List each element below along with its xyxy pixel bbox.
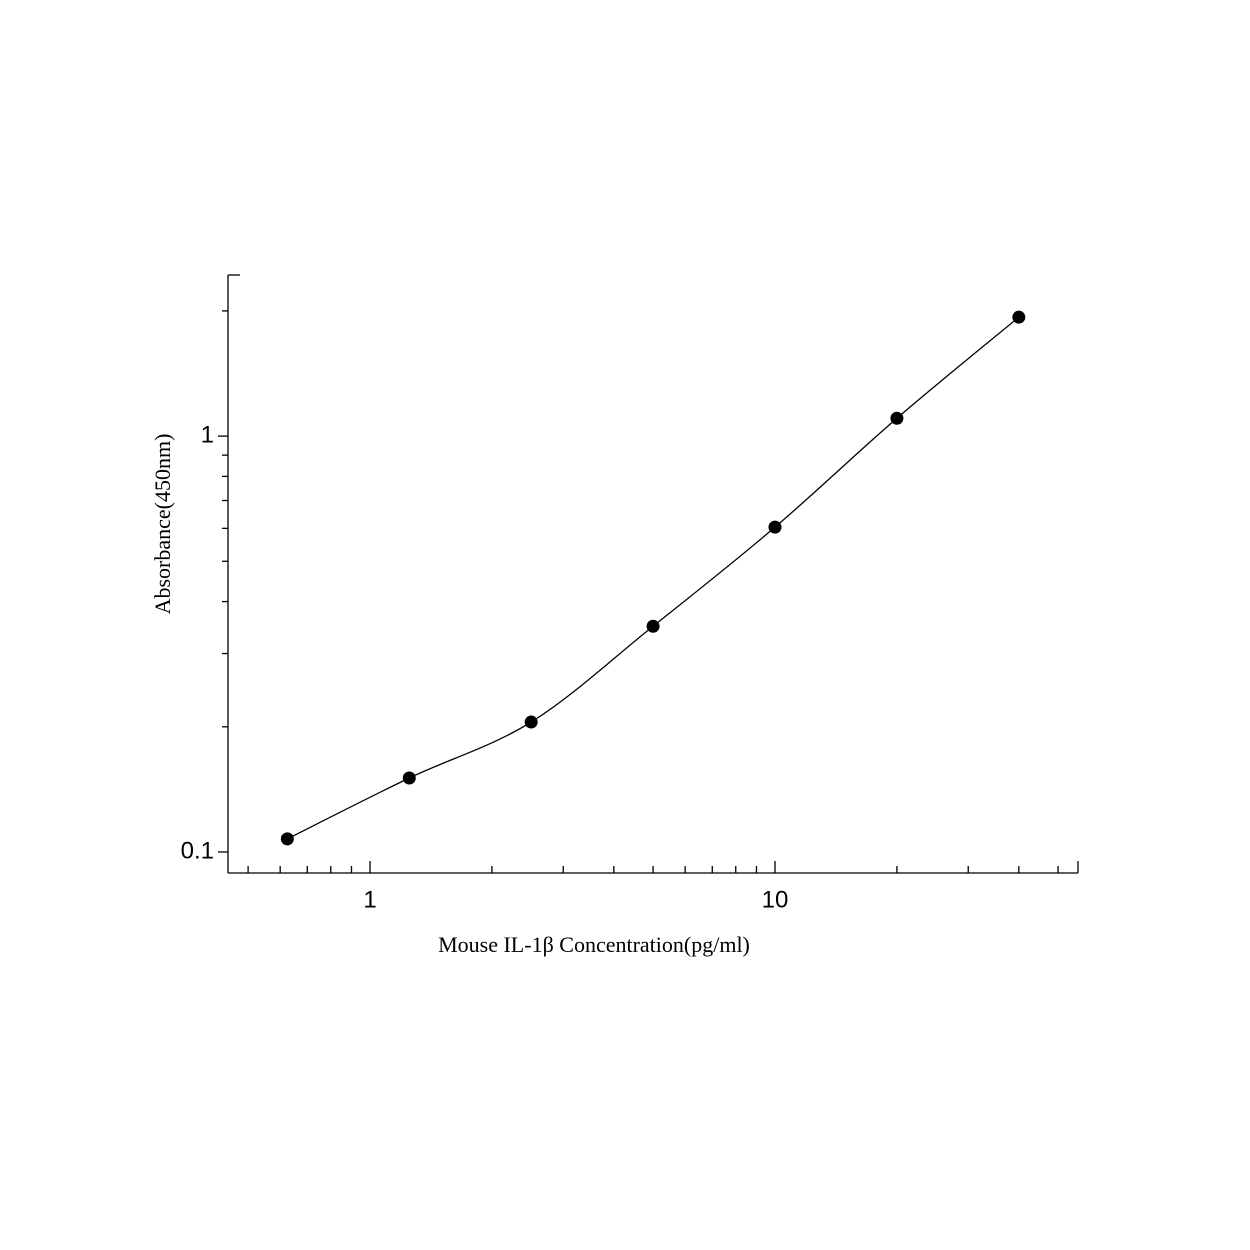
y-tick-label: 1 [201,421,214,448]
y-axis-title: Absorbance(450nm) [150,434,175,615]
data-point [402,771,416,785]
data-point [646,619,660,633]
x-axis-title: Mouse IL-1β Concentration(pg/ml) [438,932,750,957]
x-tick-label: 10 [762,886,789,913]
data-point [280,832,294,846]
x-tick-label: 1 [363,886,376,913]
y-tick-label: 0.1 [181,837,214,864]
data-point [524,715,538,729]
data-point [1012,310,1026,324]
data-point [890,411,904,425]
data-point [768,520,782,534]
